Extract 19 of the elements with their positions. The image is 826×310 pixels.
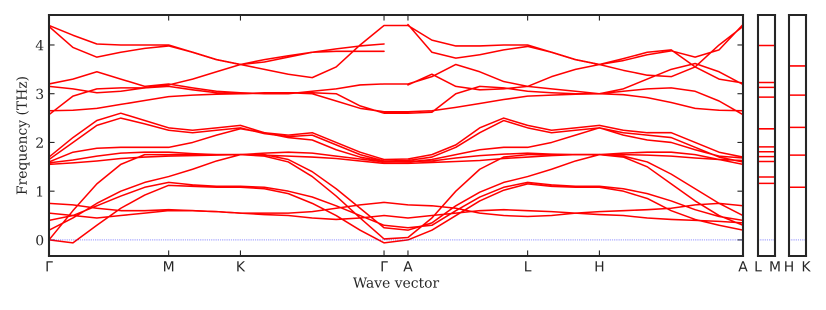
x-tick-label: M	[770, 261, 780, 272]
x-tick-label: L	[755, 261, 762, 272]
x-tick-label: H	[596, 261, 604, 272]
y-tick-label: 0	[36, 234, 44, 246]
y-tick-label: 4	[36, 40, 44, 50]
x-tick-label: A	[403, 261, 413, 272]
x-tick-label: Γ	[46, 261, 53, 272]
y-tick-label: 3	[36, 88, 44, 100]
x-tick-label: H	[785, 261, 793, 272]
x-tick-label: L	[525, 261, 532, 272]
x-tick-label: Γ	[382, 261, 388, 272]
x-tick-label: A	[738, 261, 748, 272]
x-tick-label: M	[164, 261, 174, 272]
y-axis-title: Frequency (THz)	[16, 77, 30, 194]
x-axis-title: Wave vector	[352, 278, 440, 288]
x-tick-label: K	[237, 261, 246, 272]
y-tick-label: 1	[36, 186, 42, 196]
x-tick-label: K	[802, 261, 811, 272]
y-tick-label: 2	[36, 137, 43, 148]
